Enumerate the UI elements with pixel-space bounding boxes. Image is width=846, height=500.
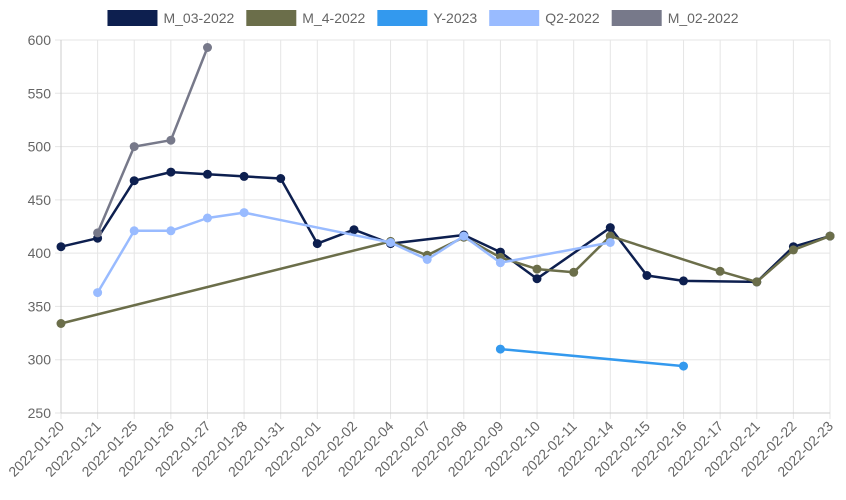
data-point[interactable]	[56, 319, 66, 328]
series-layer	[56, 43, 835, 371]
legend-swatch	[246, 10, 297, 26]
data-point[interactable]	[203, 213, 212, 223]
legend-label: M_02-2022	[668, 10, 739, 26]
data-point[interactable]	[166, 135, 176, 145]
data-point[interactable]	[605, 238, 615, 247]
legend-item[interactable]: Y-2023	[377, 10, 477, 26]
data-point[interactable]	[129, 176, 139, 186]
data-point[interactable]	[129, 142, 139, 152]
data-point[interactable]	[679, 361, 688, 371]
legend-label: M_03-2022	[163, 10, 234, 26]
y-axis: 250 300 350 400 450 500 550 600	[28, 32, 52, 421]
data-point[interactable]	[642, 271, 652, 280]
data-point[interactable]	[56, 242, 66, 252]
data-point[interactable]	[422, 255, 432, 264]
data-point[interactable]	[166, 226, 176, 236]
data-point[interactable]	[679, 276, 688, 286]
legend-label: M_4-2022	[302, 10, 365, 26]
data-point[interactable]	[166, 167, 176, 177]
data-point[interactable]	[532, 264, 542, 274]
legend: M_03-2022 M_4-2022 Y-2023 Q2-2022 M_02-2022	[107, 10, 739, 26]
data-point[interactable]	[93, 228, 103, 238]
data-point[interactable]	[788, 245, 798, 255]
y-tick-label: 550	[28, 85, 52, 101]
data-point[interactable]	[239, 171, 249, 181]
legend-swatch	[107, 10, 158, 26]
series-line	[500, 347, 684, 368]
y-tick-label: 600	[28, 32, 52, 48]
legend-swatch	[377, 10, 428, 26]
data-point[interactable]	[532, 274, 542, 284]
data-point[interactable]	[569, 267, 579, 277]
y-tick-label: 250	[28, 405, 52, 421]
y-tick-label: 500	[28, 139, 52, 155]
series-M_02-2022	[93, 43, 212, 238]
y-tick-label: 300	[28, 352, 52, 368]
y-tick-label: 450	[28, 192, 52, 208]
legend-swatch	[611, 10, 662, 26]
data-point[interactable]	[752, 277, 762, 287]
series-line	[96, 47, 209, 234]
data-point[interactable]	[605, 231, 615, 241]
legend-item[interactable]: Q2-2022	[489, 10, 600, 26]
x-axis: 2022-01-202022-01-212022-01-252022-01-26…	[5, 418, 836, 480]
y-tick-label: 350	[28, 298, 52, 314]
data-point[interactable]	[495, 258, 505, 268]
data-point[interactable]	[129, 226, 139, 236]
data-point[interactable]	[239, 208, 249, 218]
series-line	[60, 170, 831, 284]
series-Q2-2022	[93, 208, 615, 298]
data-point[interactable]	[203, 43, 212, 52]
data-point[interactable]	[203, 169, 212, 179]
series-line	[60, 234, 831, 325]
data-point[interactable]	[349, 225, 359, 235]
data-point[interactable]	[276, 174, 286, 183]
data-point[interactable]	[825, 231, 835, 241]
series-Y-2023	[495, 344, 688, 371]
legend-label: Q2-2022	[545, 10, 600, 26]
legend-swatch	[489, 10, 540, 26]
data-point[interactable]	[459, 231, 469, 241]
legend-item[interactable]: M_03-2022	[107, 10, 235, 26]
legend-item[interactable]: M_02-2022	[611, 10, 739, 26]
data-point[interactable]	[715, 266, 725, 276]
data-point[interactable]	[312, 239, 322, 249]
series-M_4-2022	[56, 231, 835, 328]
legend-item[interactable]: M_4-2022	[246, 10, 366, 26]
legend-label: Y-2023	[433, 10, 477, 26]
y-tick-label: 400	[28, 245, 52, 261]
data-point[interactable]	[93, 288, 103, 298]
data-point[interactable]	[495, 344, 505, 354]
data-point[interactable]	[605, 223, 615, 233]
data-point[interactable]	[386, 238, 396, 247]
series-line	[96, 211, 611, 294]
